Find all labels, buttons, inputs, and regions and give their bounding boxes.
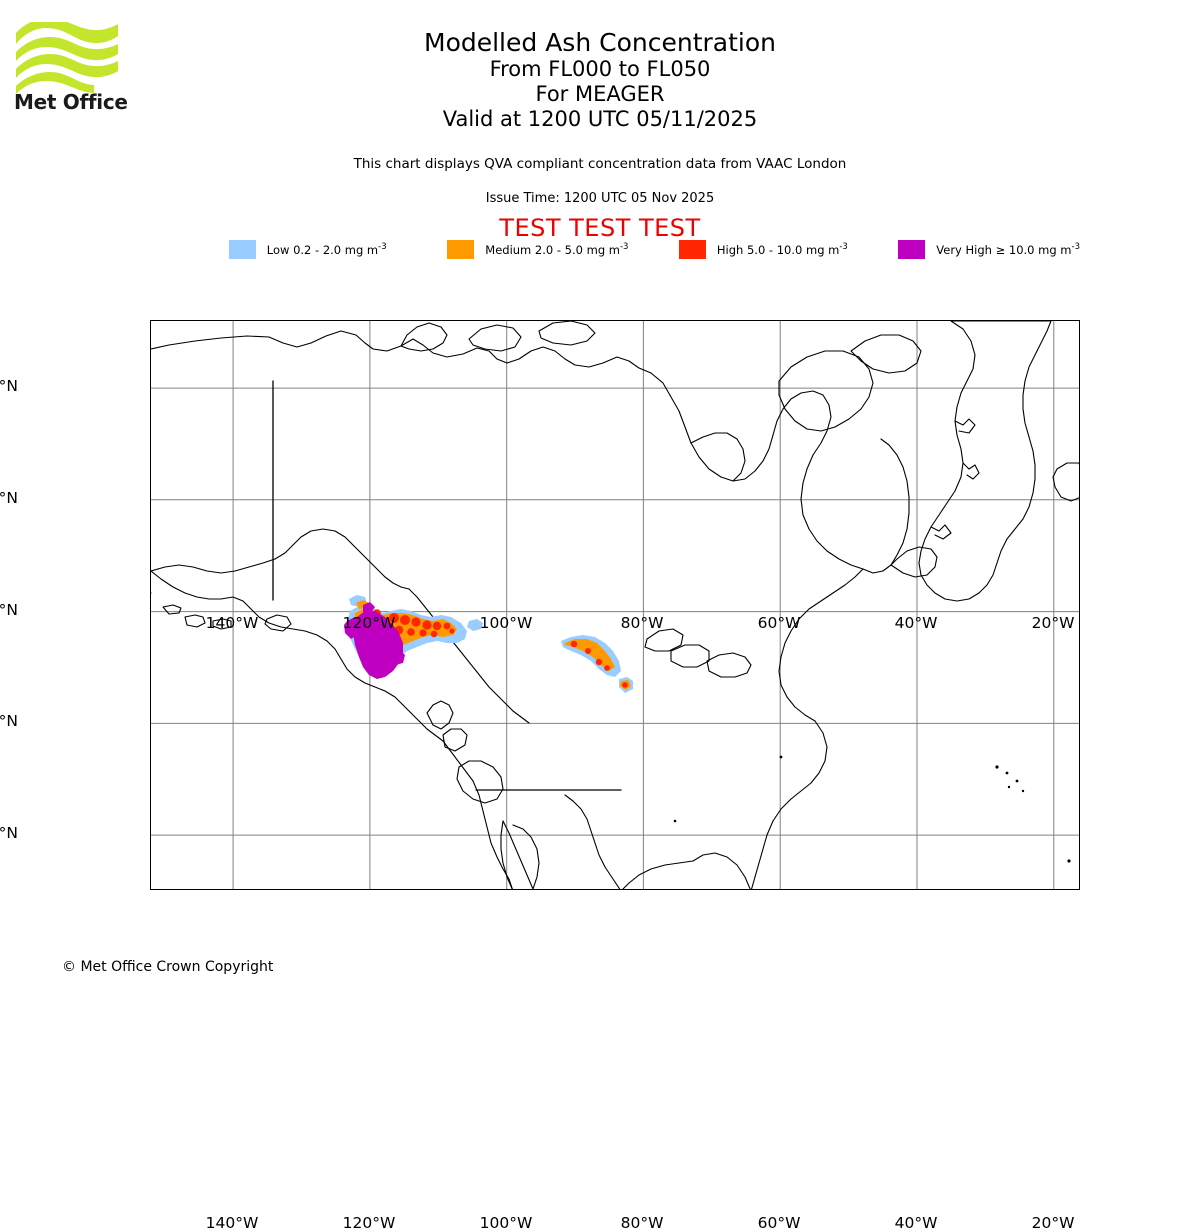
lon-tick-bottom-20w: 20°W (1031, 1214, 1075, 1232)
lon-tick-top-120w: 120°W (342, 614, 396, 632)
page-title: Modelled Ash Concentration (424, 28, 776, 57)
legend-label-high: High 5.0 - 10.0 mg m-3 (716, 241, 848, 257)
lon-tick-top-20w: 20°W (1031, 614, 1075, 632)
lon-tick-bottom-60w: 60°W (757, 1214, 801, 1232)
map-canvas (151, 321, 1079, 889)
title-block: Modelled Ash Concentration From FL000 to… (0, 28, 1200, 132)
copyright-notice: © Met Office Crown Copyright (62, 959, 274, 975)
chart-note: This chart displays QVA compliant concen… (353, 156, 847, 172)
legend-entry-medium: Medium 2.0 - 5.0 mg m-3 (447, 239, 629, 259)
issue-time: Issue Time: 1200 UTC 05 Nov 2025 (485, 191, 715, 206)
legend-entry-high: High 5.0 - 10.0 mg m-3 (678, 239, 848, 259)
valid-time: Valid at 1200 UTC 05/11/2025 (442, 107, 758, 131)
legend-swatch-medium (447, 239, 475, 259)
lon-tick-top-100w: 100°W (479, 614, 533, 632)
legend-label-medium: Medium 2.0 - 5.0 mg m-3 (485, 241, 629, 257)
lon-tick-top-40w: 40°W (894, 614, 938, 632)
legend-swatch-low (228, 239, 256, 259)
legend-swatch-high (678, 239, 706, 259)
legend-entry-very-high: Very High ≥ 10.0 mg m-3 (898, 239, 1080, 259)
map-plot-area (150, 320, 1080, 890)
flight-level-range: From FL000 to FL050 (489, 57, 711, 81)
test-banner: TEST TEST TEST (499, 214, 701, 242)
legend-label-low: Low 0.2 - 2.0 mg m-3 (266, 241, 387, 257)
ash-plume-very-high (344, 602, 405, 679)
volcano-name: For MEAGER (535, 82, 665, 106)
lon-tick-top-60w: 60°W (757, 614, 801, 632)
lat-tick-left-40n: 40°N (0, 712, 18, 730)
lon-tick-bottom-80w: 80°W (620, 1214, 664, 1232)
lon-tick-top-80w: 80°W (620, 614, 664, 632)
lon-tick-bottom-140w: 140°W (205, 1214, 259, 1232)
met-office-wordmark: Met Office (14, 90, 128, 114)
map-coastlines (151, 321, 1079, 889)
lon-tick-bottom-40w: 40°W (894, 1214, 938, 1232)
met-office-waves-icon (16, 22, 118, 94)
legend-entry-low: Low 0.2 - 2.0 mg m-3 (228, 239, 387, 259)
met-office-logo (14, 22, 122, 112)
lat-tick-left-30n: 30°N (0, 824, 18, 842)
lat-tick-left-70n: 70°N (0, 377, 18, 395)
concentration-legend: Low 0.2 - 2.0 mg m-3 Medium 2.0 - 5.0 mg… (150, 239, 1080, 259)
lon-tick-bottom-120w: 120°W (342, 1214, 396, 1232)
legend-swatch-very-high (898, 239, 926, 259)
legend-label-very-high: Very High ≥ 10.0 mg m-3 (936, 241, 1080, 257)
map-gridlines (151, 321, 1079, 889)
map-container: 140°W 120°W 100°W 80°W 60°W 40°W 20°W 14… (0, 320, 1080, 1232)
lon-tick-top-140w: 140°W (205, 614, 259, 632)
lat-tick-left-60n: 60°N (0, 489, 18, 507)
lon-tick-bottom-100w: 100°W (479, 1214, 533, 1232)
lat-tick-left-50n: 50°N (0, 601, 18, 619)
